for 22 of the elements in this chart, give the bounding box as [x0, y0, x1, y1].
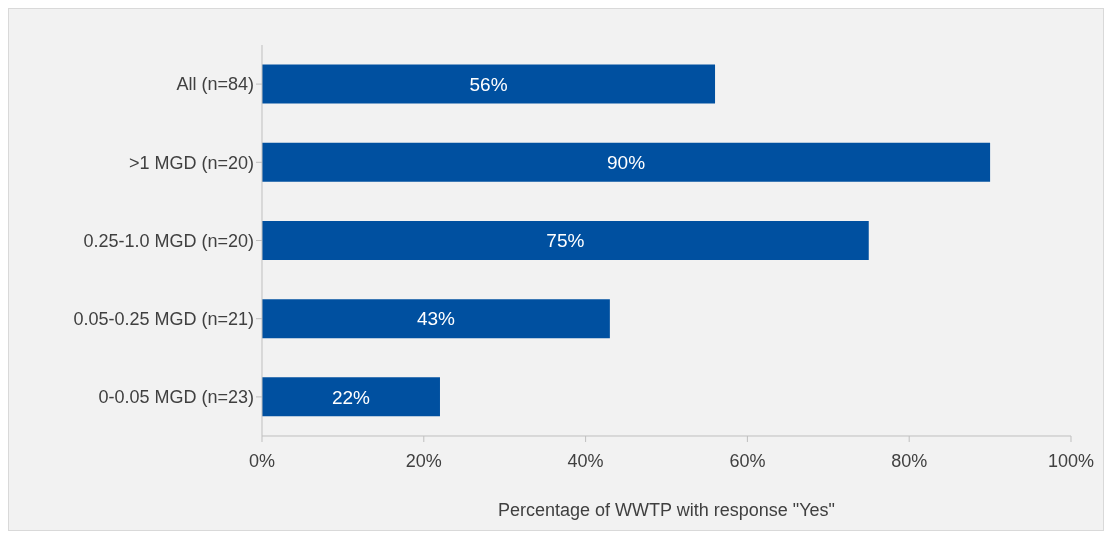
y-tick-label: >1 MGD (n=20) — [128, 152, 254, 173]
data-label: 22% — [331, 386, 371, 408]
bar — [262, 220, 869, 260]
x-tick-label: 100% — [1047, 450, 1095, 471]
y-tick-label: 0-0.05 MGD (n=23) — [98, 387, 254, 408]
data-label: 56% — [469, 73, 508, 95]
y-tick-label: 0.05-0.25 MGD (n=21) — [73, 309, 254, 330]
x-tick-label: 60% — [729, 450, 766, 471]
bar — [262, 142, 991, 182]
x-axis-title: Percentage of WWTP with response "Yes" — [498, 500, 835, 520]
x-tick-label: 40% — [567, 450, 604, 471]
x-tick-label: 80% — [891, 450, 928, 471]
bar — [262, 299, 610, 339]
y-tick-label: 0.25-1.0 MGD (n=20) — [83, 230, 254, 251]
y-tick-label: All (n=84) — [176, 74, 254, 95]
data-label: 75% — [546, 230, 585, 252]
x-tick-label: 0% — [248, 450, 276, 471]
bar — [262, 64, 716, 104]
data-label: 43% — [416, 308, 456, 330]
bar — [262, 377, 440, 417]
data-label: 90% — [607, 151, 646, 173]
x-tick-label: 20% — [405, 450, 442, 471]
